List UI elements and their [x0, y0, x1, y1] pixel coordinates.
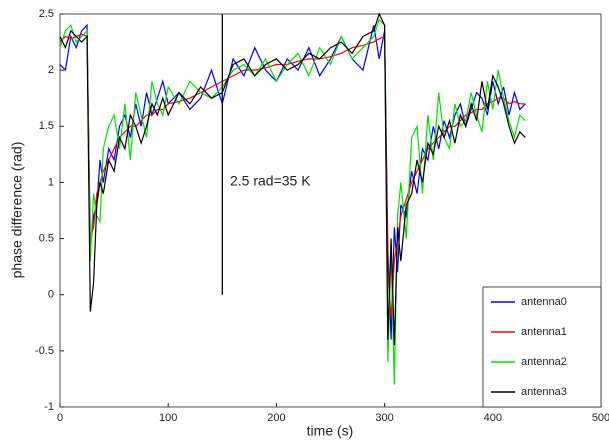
legend-label: antenna0 [521, 296, 567, 308]
y-tick-label: 2 [48, 64, 54, 76]
x-tick-label: 0 [57, 412, 63, 424]
y-tick-label: -1 [44, 401, 54, 413]
x-tick-label: 300 [375, 412, 393, 424]
x-tick-label: 100 [159, 412, 177, 424]
series-line [59, 12, 526, 346]
y-tick-label: 0.5 [39, 232, 54, 244]
y-tick-label: 1.5 [39, 120, 54, 132]
x-tick-label: 500 [592, 412, 609, 424]
x-tick-label: 200 [267, 412, 285, 424]
y-axis-label: phase difference (rad) [9, 142, 25, 279]
plot-area [59, 13, 602, 408]
legend-box [482, 286, 602, 408]
legend-label: antenna1 [521, 326, 567, 338]
series-line [59, 33, 526, 318]
legend-label: antenna3 [521, 386, 567, 398]
y-tick-label: -0.5 [35, 345, 54, 357]
y-tick-label: 0 [48, 289, 54, 301]
x-axis-label: time (s) [307, 423, 354, 439]
x-tick-label: 400 [484, 412, 502, 424]
legend: antenna0 antenna1 antenna2 antenna3 [482, 286, 602, 408]
y-tick-label: 2.5 [39, 8, 54, 20]
legend-label: antenna2 [521, 356, 567, 368]
y-tick-label: 1 [48, 176, 54, 188]
annotation: 2.5 rad=35 K [230, 173, 311, 189]
series-line [59, 18, 526, 385]
